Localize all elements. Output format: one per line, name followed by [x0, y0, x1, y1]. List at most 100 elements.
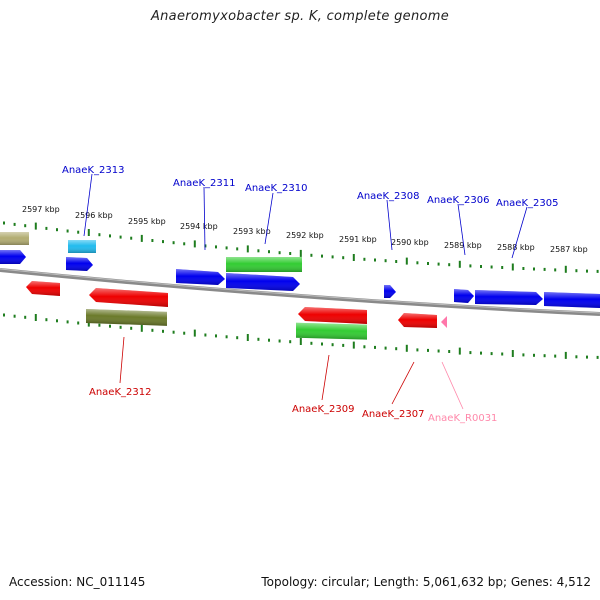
minor-tick: [363, 257, 366, 261]
minor-tick: [331, 343, 334, 347]
minor-tick: [596, 355, 599, 359]
major-tick: [34, 314, 37, 321]
minor-tick: [522, 267, 525, 270]
minor-tick: [490, 352, 493, 356]
minor-tick: [236, 247, 239, 251]
minor-tick: [374, 258, 376, 262]
minor-tick: [24, 315, 27, 319]
minor-tick: [204, 244, 207, 248]
minor-tick: [416, 261, 419, 265]
minor-tick: [490, 265, 493, 269]
minor-tick: [575, 269, 578, 273]
minor-tick: [109, 324, 111, 328]
gene-label-anaek-2312[interactable]: AnaeK_2312: [89, 387, 151, 398]
genome-backbone-highlight: [0, 268, 600, 314]
minor-tick: [183, 331, 186, 335]
minor-tick: [342, 343, 345, 347]
gene-label-anaek-2311[interactable]: AnaeK_2311: [173, 178, 235, 189]
minor-tick: [130, 236, 133, 240]
leader-lines: [83, 173, 528, 410]
minor-tick: [533, 353, 535, 357]
scale-label: 2591 kbp: [339, 235, 377, 244]
gene-label-anaek-2307[interactable]: AnaeK_2307: [362, 409, 424, 420]
gene-label-anaek-r0031[interactable]: AnaeK_R0031: [428, 413, 497, 424]
minor-tick: [56, 319, 58, 323]
gene-label-anaek-2308[interactable]: AnaeK_2308: [357, 191, 419, 202]
minor-tick: [575, 355, 578, 359]
major-tick: [140, 324, 143, 332]
minor-tick: [331, 255, 334, 259]
minor-tick: [278, 339, 281, 343]
minor-tick: [543, 267, 546, 271]
page-title: Anaeromyxobacter sp. K, complete genome: [150, 9, 450, 24]
minor-tick: [427, 348, 429, 352]
scale-label: 2596 kbp: [75, 211, 113, 220]
minor-tick: [321, 254, 323, 258]
minor-tick: [554, 268, 557, 272]
minor-tick: [469, 351, 472, 355]
major-tick: [405, 257, 408, 265]
minor-tick: [586, 355, 588, 359]
minor-tick: [342, 256, 345, 260]
major-tick: [246, 245, 249, 253]
scale-label: 2593 kbp: [233, 227, 271, 236]
minor-tick: [24, 224, 27, 228]
minor-tick: [395, 260, 398, 263]
major-tick: [246, 334, 249, 341]
gene-feature-anaek-r0031[interactable]: [441, 316, 447, 328]
genes-reverse-outer: [86, 309, 367, 340]
major-tick: [34, 222, 37, 230]
minor-tick: [183, 242, 186, 246]
gene-label-anaek-2310[interactable]: AnaeK_2310: [245, 183, 307, 194]
major-tick: [352, 341, 355, 349]
gene-label-anaek-2313[interactable]: AnaeK_2313: [62, 165, 124, 176]
minor-tick: [533, 267, 535, 271]
minor-tick: [289, 252, 292, 255]
minor-tick: [278, 251, 281, 255]
minor-tick: [225, 246, 228, 250]
minor-tick: [162, 240, 164, 244]
gene-labels: AnaeK_2313 AnaeK_2311 AnaeK_2310 AnaeK_2…: [62, 165, 558, 424]
minor-tick: [162, 329, 164, 333]
minor-tick: [45, 226, 48, 230]
minor-tick: [13, 314, 16, 318]
scale-label: 2592 kbp: [286, 231, 324, 240]
gene-label-anaek-2306[interactable]: AnaeK_2306: [427, 195, 489, 206]
minor-tick: [151, 328, 154, 332]
minor-tick: [77, 321, 80, 325]
minor-tick: [448, 350, 451, 353]
minor-tick: [257, 337, 260, 341]
minor-tick: [480, 351, 482, 355]
major-tick: [511, 263, 514, 271]
minor-tick: [437, 262, 440, 266]
minor-tick: [374, 345, 376, 349]
scale-label: 2587 kbp: [550, 245, 588, 254]
genes-forward-inner: [0, 250, 600, 308]
minor-tick: [130, 326, 133, 330]
minor-tick: [554, 354, 557, 358]
minor-tick: [448, 263, 451, 267]
major-tick: [458, 347, 461, 355]
minor-tick: [469, 264, 472, 268]
scale-labels: 2597 kbp 2596 kbp 2595 kbp 2594 kbp 2593…: [22, 205, 588, 254]
major-tick: [405, 344, 408, 352]
minor-tick: [172, 241, 175, 245]
minor-tick: [45, 318, 48, 322]
gene-label-anaek-2305[interactable]: AnaeK_2305: [496, 198, 558, 209]
minor-tick: [384, 259, 387, 263]
minor-tick: [172, 330, 175, 334]
gene-label-anaek-2309[interactable]: AnaeK_2309: [292, 404, 354, 415]
scale-ticks-forward: [3, 221, 599, 273]
minor-tick: [236, 336, 239, 340]
minor-tick: [119, 325, 122, 329]
minor-tick: [98, 233, 101, 237]
scale-label: 2588 kbp: [497, 243, 535, 252]
minor-tick: [501, 266, 504, 269]
minor-tick: [66, 320, 69, 324]
major-tick: [299, 249, 302, 257]
minor-tick: [151, 239, 154, 242]
minor-tick: [109, 234, 111, 238]
minor-tick: [257, 249, 260, 253]
minor-tick: [321, 342, 323, 346]
